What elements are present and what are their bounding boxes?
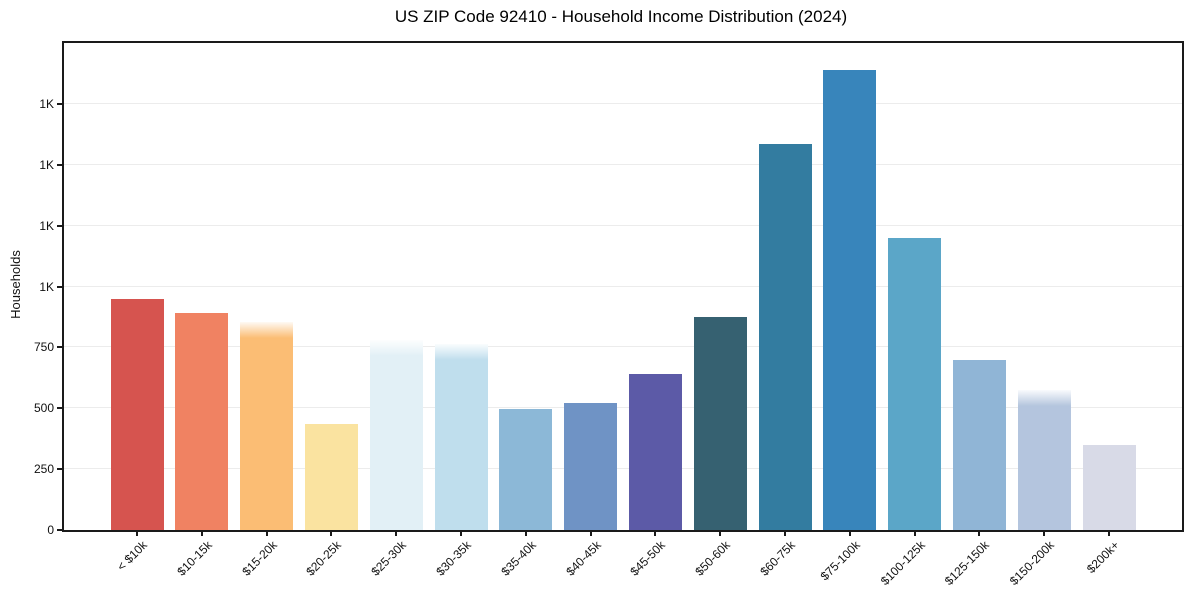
gridline xyxy=(64,407,1182,409)
gridline xyxy=(64,163,1182,165)
y-tick-mark xyxy=(57,468,62,471)
gridline xyxy=(64,346,1182,348)
x-tick-mark xyxy=(913,530,916,536)
x-tick-mark xyxy=(200,530,203,536)
bar-$150-200k xyxy=(1017,390,1071,530)
bar-$25-30k xyxy=(369,340,423,530)
y-tick-label: 250 xyxy=(33,462,54,477)
bar-$60-75k xyxy=(758,144,812,530)
x-tick-mark xyxy=(719,530,722,536)
x-tick-mark xyxy=(524,530,527,536)
x-tick-mark xyxy=(654,530,657,536)
bar-$10-15k xyxy=(175,313,229,530)
y-tick-mark xyxy=(57,163,62,166)
y-tick-mark xyxy=(57,529,62,531)
bar-$40-45k xyxy=(564,403,618,530)
y-tick-label: 500 xyxy=(33,401,54,416)
bar-$125-150k xyxy=(952,359,1006,530)
y-tick-mark xyxy=(57,285,62,288)
y-tick-mark xyxy=(57,224,62,227)
x-tick-mark xyxy=(1108,530,1110,536)
bar-$50-60k xyxy=(693,316,747,530)
y-tick-label: 0 xyxy=(47,523,54,537)
x-tick-mark xyxy=(589,530,592,536)
x-tick-mark xyxy=(784,530,786,536)
x-tick-mark xyxy=(395,530,398,536)
x-tick-label: < $10k xyxy=(114,538,150,574)
bar-$100-125k xyxy=(888,237,942,530)
y-tick-mark xyxy=(57,346,62,349)
bar-< $10k xyxy=(110,298,164,530)
x-tick-mark xyxy=(978,530,981,536)
bar-$200k+ xyxy=(1082,444,1136,530)
x-tick-mark xyxy=(848,530,851,536)
gridline xyxy=(64,468,1182,470)
y-tick-mark xyxy=(57,407,62,410)
bar-$30-35k xyxy=(434,343,488,530)
x-tick-mark xyxy=(1043,530,1046,536)
bar-$75-100k xyxy=(823,69,877,530)
y-tick-mark xyxy=(57,102,62,105)
y-tick-label: 1K xyxy=(39,218,54,233)
x-tick-mark xyxy=(136,530,138,536)
bar-$15-20k xyxy=(240,321,294,530)
gridline xyxy=(64,102,1182,104)
x-tick-mark xyxy=(460,530,462,536)
y-tick-label: 1K xyxy=(39,279,54,294)
x-tick-mark xyxy=(330,530,333,536)
gridline xyxy=(64,285,1182,287)
chart-title: US ZIP Code 92410 - Household Income Dis… xyxy=(394,7,848,26)
plot-area xyxy=(62,41,1184,532)
y-tick-label: 1K xyxy=(39,157,54,172)
gridline xyxy=(64,224,1182,226)
bar-$45-50k xyxy=(628,374,682,530)
bar-$20-25k xyxy=(304,424,358,530)
y-tick-label: 1K xyxy=(39,96,54,111)
bar-$35-40k xyxy=(499,409,553,530)
x-tick-mark xyxy=(265,530,268,536)
y-tick-label: 750 xyxy=(33,340,54,355)
